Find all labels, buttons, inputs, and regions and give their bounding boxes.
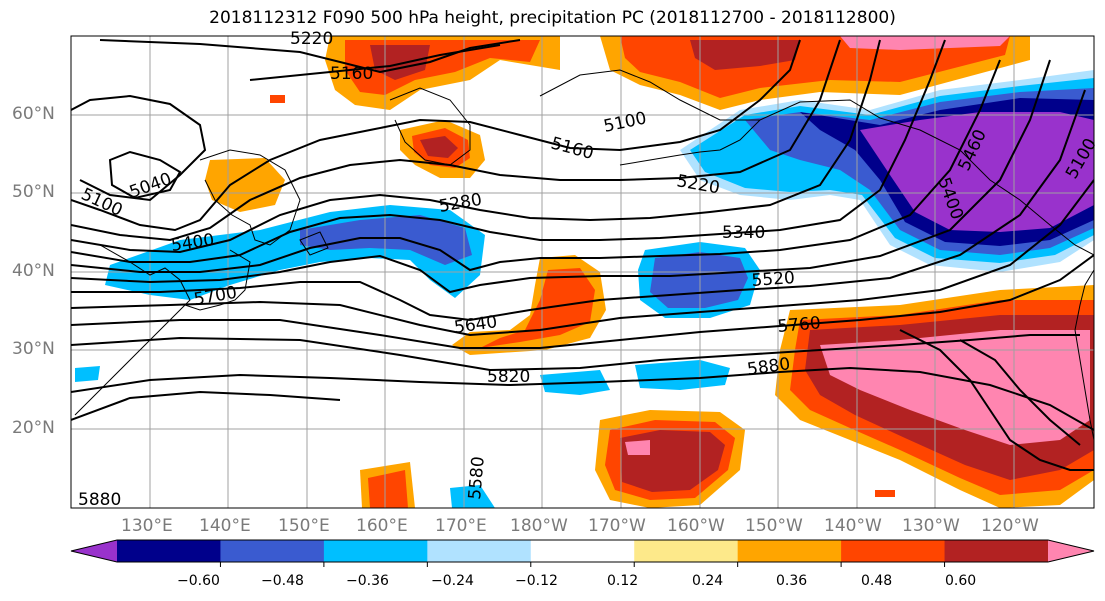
- colorbar-swatch: [634, 540, 739, 562]
- colorbar-extend-low: [71, 540, 117, 562]
- contour-label: 5820: [487, 367, 530, 387]
- map-title: 2018112312 F090 500 hPa height, precipit…: [209, 8, 896, 28]
- colorbar-tick-label: −0.12: [515, 573, 558, 589]
- lat-label: 40°N: [12, 261, 55, 281]
- colorbar-swatch: [737, 540, 842, 562]
- colorbar-swatch: [841, 540, 946, 562]
- colorbar-tick-label: −0.48: [261, 573, 304, 589]
- contour-label: 5340: [722, 223, 765, 243]
- colorbar-swatch: [944, 540, 1049, 562]
- graticule: [71, 36, 1094, 508]
- lat-label: 30°N: [12, 339, 55, 359]
- colorbar-tick-label: −0.24: [431, 573, 474, 589]
- lon-label: 180°W: [510, 516, 568, 536]
- colorbar-tick-label: −0.60: [177, 573, 220, 589]
- lon-label: 130°E: [121, 516, 173, 536]
- lon-label: 150°W: [745, 516, 803, 536]
- contour-label: 5220: [290, 29, 333, 49]
- lon-label: 140°E: [199, 516, 251, 536]
- lon-label: 120°W: [981, 516, 1039, 536]
- lon-label: 130°W: [902, 516, 960, 536]
- contour-label: 5520: [751, 268, 796, 291]
- colorbar-outline: [70, 539, 1095, 563]
- contour-label: 5580: [465, 456, 489, 501]
- colorbar-tick-label: −0.36: [346, 573, 389, 589]
- lat-label: 20°N: [12, 418, 55, 438]
- precip-anomaly-shading: [71, 36, 1094, 508]
- colorbar: [70, 539, 1095, 567]
- lon-label: 170°E: [435, 516, 487, 536]
- lat-label: 50°N: [12, 182, 55, 202]
- colorbar-swatch: [323, 540, 428, 562]
- contour-label: 5880: [78, 490, 121, 510]
- lon-label: 170°W: [588, 516, 646, 536]
- lat-label: 60°N: [12, 104, 55, 124]
- height-contours: [71, 39, 1094, 471]
- lon-label: 140°W: [824, 516, 882, 536]
- colorbar-tick-label: 0.48: [861, 573, 893, 589]
- map-frame: [70, 35, 1095, 509]
- contour-labels: 5220 5160 5100 5040 5100 5400 5700 5280 …: [78, 29, 1101, 510]
- colorbar-tick-label: 0.12: [607, 573, 639, 589]
- lon-label: 150°E: [278, 516, 330, 536]
- colorbar-tick-label: 0.60: [945, 573, 977, 589]
- colorbar-swatch: [427, 540, 532, 562]
- colorbar-swatch: [530, 540, 635, 562]
- lon-label: 160°E: [356, 516, 408, 536]
- colorbar-tick-label: 0.36: [776, 573, 808, 589]
- colorbar-swatch: [220, 540, 325, 562]
- colorbar-extend-high: [1048, 540, 1094, 562]
- colorbar-swatch: [117, 540, 221, 562]
- contour-label: 5760: [777, 313, 822, 337]
- lon-label: 160°W: [667, 516, 725, 536]
- colorbar-tick-label: 0.24: [692, 573, 724, 589]
- contour-label: 5160: [330, 64, 373, 84]
